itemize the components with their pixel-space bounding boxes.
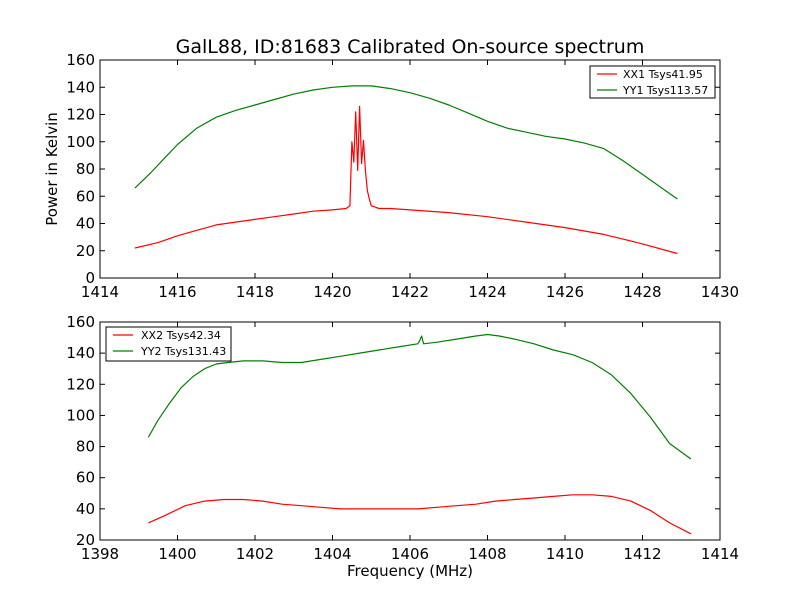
top-legend-label-yy1: YY1 Tsys113.57 (622, 84, 708, 97)
bottom-x-tick-label: 1410 (546, 545, 584, 563)
bottom-legend-label-xx2: XX2 Tsys42.34 (141, 329, 221, 342)
top-y-tick-label: 120 (66, 106, 95, 124)
bottom-ticks: 1398 1400 1402 1404 1406 1408 1410 1412 1414 20 40… (66, 313, 739, 563)
bottom-x-tick-label: 1408 (468, 545, 506, 563)
bottom-series-layer (147, 333, 692, 535)
bottom-y-tick-label: 160 (66, 313, 95, 331)
top-x-tick-label: 1420 (313, 283, 351, 301)
top-y-axis-label: Power in Kelvin (43, 112, 61, 226)
top-x-tick-label: 1430 (701, 283, 739, 301)
bottom-y-tick-label: 20 (76, 531, 95, 549)
top-legend-box (589, 65, 716, 99)
bottom-y-tick-label: 120 (66, 375, 95, 393)
top-series-xx1-line (134, 105, 678, 255)
chart-title: GalL88, ID:81683 Calibrated On-source sp… (176, 36, 645, 58)
bottom-y-tick-label: 40 (76, 500, 95, 518)
top-ticks: 1414 1416 1418 1420 1422 1424 1426 1428 1430 0 20 4… (66, 51, 739, 301)
top-series-yy1-line (134, 85, 678, 200)
bottom-x-tick-label: 1404 (313, 545, 351, 563)
bottom-y-tick-label: 140 (66, 344, 95, 362)
bottom-x-tick-label: 1412 (623, 545, 661, 563)
bottom-y-tick-label: 80 (76, 438, 95, 456)
bottom-series-xx2-line (148, 494, 692, 535)
top-series-layer (134, 85, 678, 255)
bottom-y-tick-label: 60 (76, 469, 95, 487)
bottom-x-tick-label: 1406 (391, 545, 429, 563)
top-y-tick-label: 20 (76, 242, 95, 260)
bottom-legend-label-yy2: YY2 Tsys131.43 (140, 345, 226, 358)
top-x-tick-label: 1424 (468, 283, 506, 301)
top-subplot: 1414 1416 1418 1420 1422 1424 1426 1428 1430 0 20 4… (43, 51, 739, 301)
bottom-series-yy2-line (147, 333, 692, 460)
top-y-tick-label: 60 (76, 187, 95, 205)
top-x-tick-label: 1414 (81, 283, 119, 301)
bottom-legend: XX2 Tsys42.34 YY2 Tsys131.43 (105, 326, 232, 362)
bottom-subplot: 1398 1400 1402 1404 1406 1408 1410 1412 1414 20 40… (66, 313, 739, 580)
top-y-tick-label: 0 (85, 269, 95, 287)
top-x-tick-label: 1422 (391, 283, 429, 301)
bottom-x-tick-label: 1400 (158, 545, 196, 563)
bottom-legend-box (105, 326, 232, 362)
top-x-tick-label: 1428 (623, 283, 661, 301)
top-y-tick-label: 100 (66, 133, 95, 151)
bottom-x-tick-label: 1414 (701, 545, 739, 563)
top-x-tick-label: 1416 (158, 283, 196, 301)
top-y-tick-label: 140 (66, 78, 95, 96)
bottom-x-tick-label: 1402 (236, 545, 274, 563)
top-y-tick-label: 80 (76, 160, 95, 178)
top-legend: XX1 Tsys41.95 YY1 Tsys113.57 (589, 65, 716, 99)
top-legend-label-xx1: XX1 Tsys41.95 (623, 68, 703, 81)
top-x-tick-label: 1426 (546, 283, 584, 301)
bottom-x-axis-label: Frequency (MHz) (347, 562, 473, 580)
bottom-y-tick-label: 100 (66, 406, 95, 424)
top-x-tick-label: 1418 (236, 283, 274, 301)
top-y-tick-label: 40 (76, 215, 95, 233)
top-y-tick-label: 160 (66, 51, 95, 69)
bottom-x-tick-label: 1398 (81, 545, 119, 563)
